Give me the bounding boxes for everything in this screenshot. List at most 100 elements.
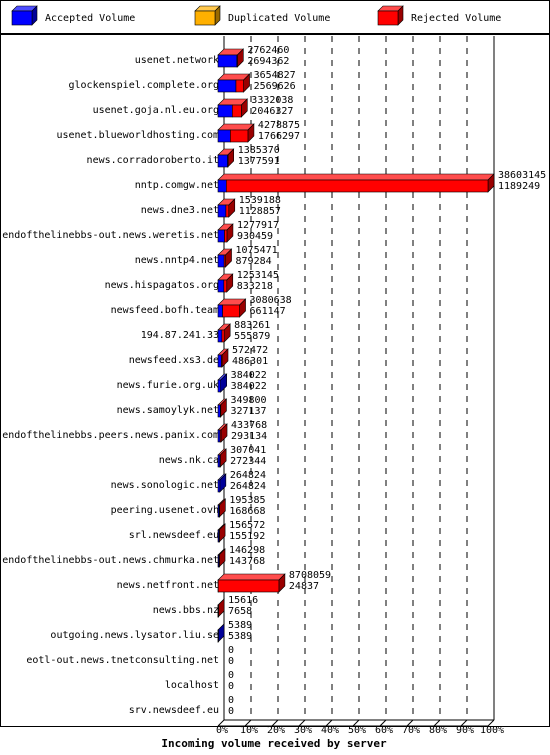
- accepted-value-label: 1377591: [238, 156, 280, 167]
- total-value-label: 38603145: [498, 170, 546, 181]
- bar-rejected-front: [236, 54, 238, 68]
- bar-rejected-front: [232, 104, 242, 118]
- x-tick-label: 60%: [375, 725, 393, 736]
- accepted-value-label: 2694362: [247, 56, 289, 67]
- bar-accepted-front: [217, 204, 227, 218]
- accepted-value-label: 0: [228, 681, 234, 692]
- bar-accepted-front: [217, 154, 228, 168]
- bar-rejected-front: [223, 254, 226, 268]
- bar-rejected-front: [222, 304, 240, 318]
- total-value-label: 307041: [230, 445, 266, 456]
- category-label: news.hispagatos.org: [105, 280, 219, 291]
- bar-accepted-front: [217, 179, 227, 193]
- x-axis-tick: [433, 719, 441, 727]
- legend-item-duplicated: Duplicated Volume: [194, 5, 330, 26]
- bar-accepted-front: [217, 479, 221, 493]
- legend-swatch-rejected: [377, 10, 399, 26]
- total-value-label: 146298: [229, 545, 265, 556]
- x-axis-tick: [379, 719, 387, 727]
- accepted-value-label: 327137: [230, 406, 266, 417]
- bar-accepted-front: [217, 304, 223, 318]
- total-value-label: 3654827: [254, 70, 296, 81]
- legend-swatch-accepted: [11, 10, 33, 26]
- bar-accepted-front: [217, 254, 225, 268]
- total-value-label: 384022: [231, 370, 267, 381]
- bar-row: endofthelinebbs-out.news.weretis.net 1277…: [2, 220, 279, 243]
- accepted-value-label: 293134: [231, 431, 267, 442]
- category-label: news.bbs.nz: [153, 605, 219, 616]
- total-value-label: 3080638: [250, 295, 292, 306]
- bar-rejected-front: [219, 404, 222, 418]
- x-tick-label: 90%: [456, 725, 474, 736]
- total-value-label: 5389: [228, 620, 252, 631]
- total-value-label: 1277917: [237, 220, 279, 231]
- x-axis-tick: [487, 719, 495, 727]
- accepted-value-label: 264824: [230, 481, 266, 492]
- category-label: glockenspiel.complete.org: [68, 80, 219, 91]
- category-label: usenet.goja.nl.eu.org: [93, 105, 219, 116]
- bar-accepted-front: [217, 429, 221, 443]
- accepted-value-label: 168668: [229, 506, 265, 517]
- x-axis-tick: [217, 719, 225, 727]
- bar-accepted-front: [217, 229, 225, 243]
- total-value-label: 156572: [229, 520, 265, 531]
- category-label: localhost: [165, 680, 219, 691]
- accepted-value-label: 1189249: [498, 181, 540, 192]
- total-value-label: 1075471: [236, 245, 278, 256]
- bar-rejected-front: [223, 279, 228, 293]
- total-value-label: 572472: [232, 345, 268, 356]
- total-value-label: 1385370: [238, 145, 280, 156]
- accepted-value-label: 1766297: [258, 131, 300, 142]
- accepted-value-label: 384022: [231, 381, 267, 392]
- bar-rejected-front: [218, 504, 220, 518]
- legend-label-duplicated: Duplicated Volume: [228, 13, 330, 24]
- bar-accepted-front: [217, 279, 225, 293]
- accepted-value-label: 143768: [229, 556, 265, 567]
- bar-rejected-front: [217, 604, 219, 618]
- total-value-label: 0: [228, 670, 234, 681]
- category-label: news.nntp4.net: [135, 255, 219, 266]
- accepted-value-label: 2569626: [254, 81, 296, 92]
- x-tick-label: 50%: [348, 725, 366, 736]
- category-label: srl.newsdeef.eu: [129, 530, 219, 541]
- total-value-label: 195385: [229, 495, 265, 506]
- x-tick-label: 20%: [267, 725, 285, 736]
- bar-accepted-front: [217, 629, 219, 643]
- bar-accepted-front: [217, 129, 231, 143]
- accepted-value-label: 0: [228, 706, 234, 717]
- category-label: usenet.network: [135, 55, 219, 66]
- accepted-value-label: 1128857: [239, 206, 281, 217]
- bar-row: endofthelinebbs.peers.news.panix.com 4337…: [2, 420, 267, 443]
- total-value-label: 4278875: [258, 120, 300, 131]
- total-value-label: 1253145: [237, 270, 279, 281]
- category-label: newsfeed.xs3.de: [129, 355, 219, 366]
- total-value-label: 3332038: [251, 95, 293, 106]
- bar-accepted-front: [217, 104, 233, 118]
- bar-rejected-front: [219, 429, 222, 443]
- bar-rejected-front: [235, 79, 244, 93]
- category-label: news.nk.ca: [159, 455, 219, 466]
- category-label: news.sonologic.net: [111, 480, 219, 491]
- accepted-value-label: 930459: [237, 231, 273, 242]
- legend-label-accepted: Accepted Volume: [45, 13, 135, 24]
- category-label: news.netfront.net: [117, 580, 219, 591]
- category-label: news.furie.org.uk: [117, 380, 219, 391]
- total-value-label: 883261: [234, 320, 270, 331]
- x-tick-label: 0%: [216, 725, 228, 736]
- x-tick-label: 10%: [240, 725, 258, 736]
- total-value-label: 264824: [230, 470, 266, 481]
- x-axis-tick: [244, 719, 252, 727]
- total-value-label: 433768: [231, 420, 267, 431]
- category-label: endofthelinebbs.peers.news.panix.com: [2, 430, 219, 441]
